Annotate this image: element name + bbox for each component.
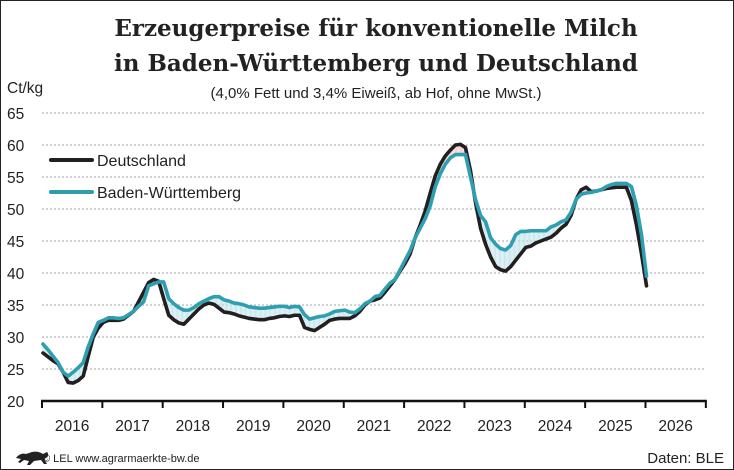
lion-coat-of-arms-icon bbox=[16, 451, 49, 465]
series-line-baden-wuerttemberg bbox=[41, 152, 649, 378]
x-tick-label: 2024 bbox=[538, 418, 573, 435]
difference-fill bbox=[42, 144, 646, 384]
y-tick-label: 35 bbox=[7, 298, 24, 315]
y-tick-label: 25 bbox=[7, 362, 24, 379]
x-tick-label: 2019 bbox=[236, 418, 270, 435]
series-lines bbox=[41, 142, 649, 385]
chart-title-line2: in Baden-Württemberg und Deutschland bbox=[114, 50, 638, 77]
x-tick-label: 2022 bbox=[417, 418, 451, 435]
y-tick-label: 50 bbox=[7, 202, 25, 219]
x-tick-label: 2025 bbox=[598, 418, 632, 435]
y-tick-label: 45 bbox=[7, 234, 24, 251]
legend-label-baden-wuerttemberg: Baden-Württemberg bbox=[97, 185, 241, 202]
x-tick-labels: 2016 2017 2018 2019 2020 2021 2022 2023 2024 2025… bbox=[55, 418, 693, 435]
chart-subtitle: (4,0% Fett und 3,4% Eiweiß, ab Hof, ohne… bbox=[211, 85, 542, 102]
gridlines bbox=[42, 112, 706, 370]
copyright-text: © LEL www.agrarmaerkte-bw.de bbox=[42, 453, 200, 465]
x-tick-label: 2017 bbox=[115, 418, 149, 435]
data-source: Daten: BLE bbox=[647, 450, 724, 467]
y-tick-label: 40 bbox=[7, 266, 25, 283]
y-tick-label: 65 bbox=[7, 106, 24, 123]
x-tick-label: 2018 bbox=[176, 418, 210, 435]
y-tick-label: 30 bbox=[7, 330, 25, 347]
y-tick-labels: 20 25 30 35 40 45 50 55 60 65 bbox=[7, 106, 25, 411]
y-tick-label: 20 bbox=[7, 394, 25, 411]
x-tick-label: 2026 bbox=[658, 418, 692, 435]
x-tick-label: 2016 bbox=[55, 418, 89, 435]
chart-title: Erzeugerpreise für konventionelle Milch bbox=[114, 15, 638, 42]
x-tick-label: 2021 bbox=[357, 418, 391, 435]
legend: Deutschland Baden-Württemberg bbox=[49, 153, 241, 202]
x-axis bbox=[41, 399, 707, 408]
y-axis-label: Ct/kg bbox=[7, 80, 43, 97]
x-tick-label: 2020 bbox=[296, 418, 331, 435]
x-tick-label: 2023 bbox=[477, 418, 511, 435]
y-tick-label: 55 bbox=[7, 170, 24, 187]
legend-label-deutschland: Deutschland bbox=[97, 153, 186, 170]
series-line-deutschland bbox=[41, 142, 649, 385]
y-tick-label: 60 bbox=[7, 138, 25, 155]
